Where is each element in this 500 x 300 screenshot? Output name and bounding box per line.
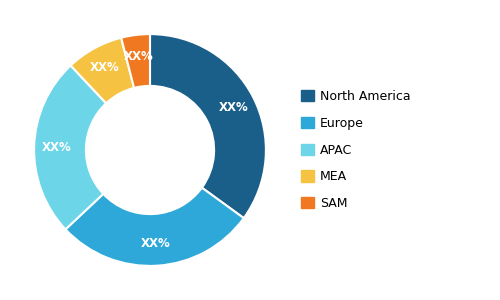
Wedge shape [150, 34, 266, 218]
Wedge shape [34, 65, 106, 229]
Wedge shape [66, 188, 244, 266]
Text: XX%: XX% [219, 101, 248, 114]
Wedge shape [70, 38, 134, 103]
Text: XX%: XX% [124, 50, 153, 63]
Text: XX%: XX% [90, 61, 120, 74]
Text: XX%: XX% [42, 141, 71, 154]
Wedge shape [121, 34, 150, 88]
Text: XX%: XX% [141, 237, 171, 250]
Legend: North America, Europe, APAC, MEA, SAM: North America, Europe, APAC, MEA, SAM [296, 85, 416, 215]
